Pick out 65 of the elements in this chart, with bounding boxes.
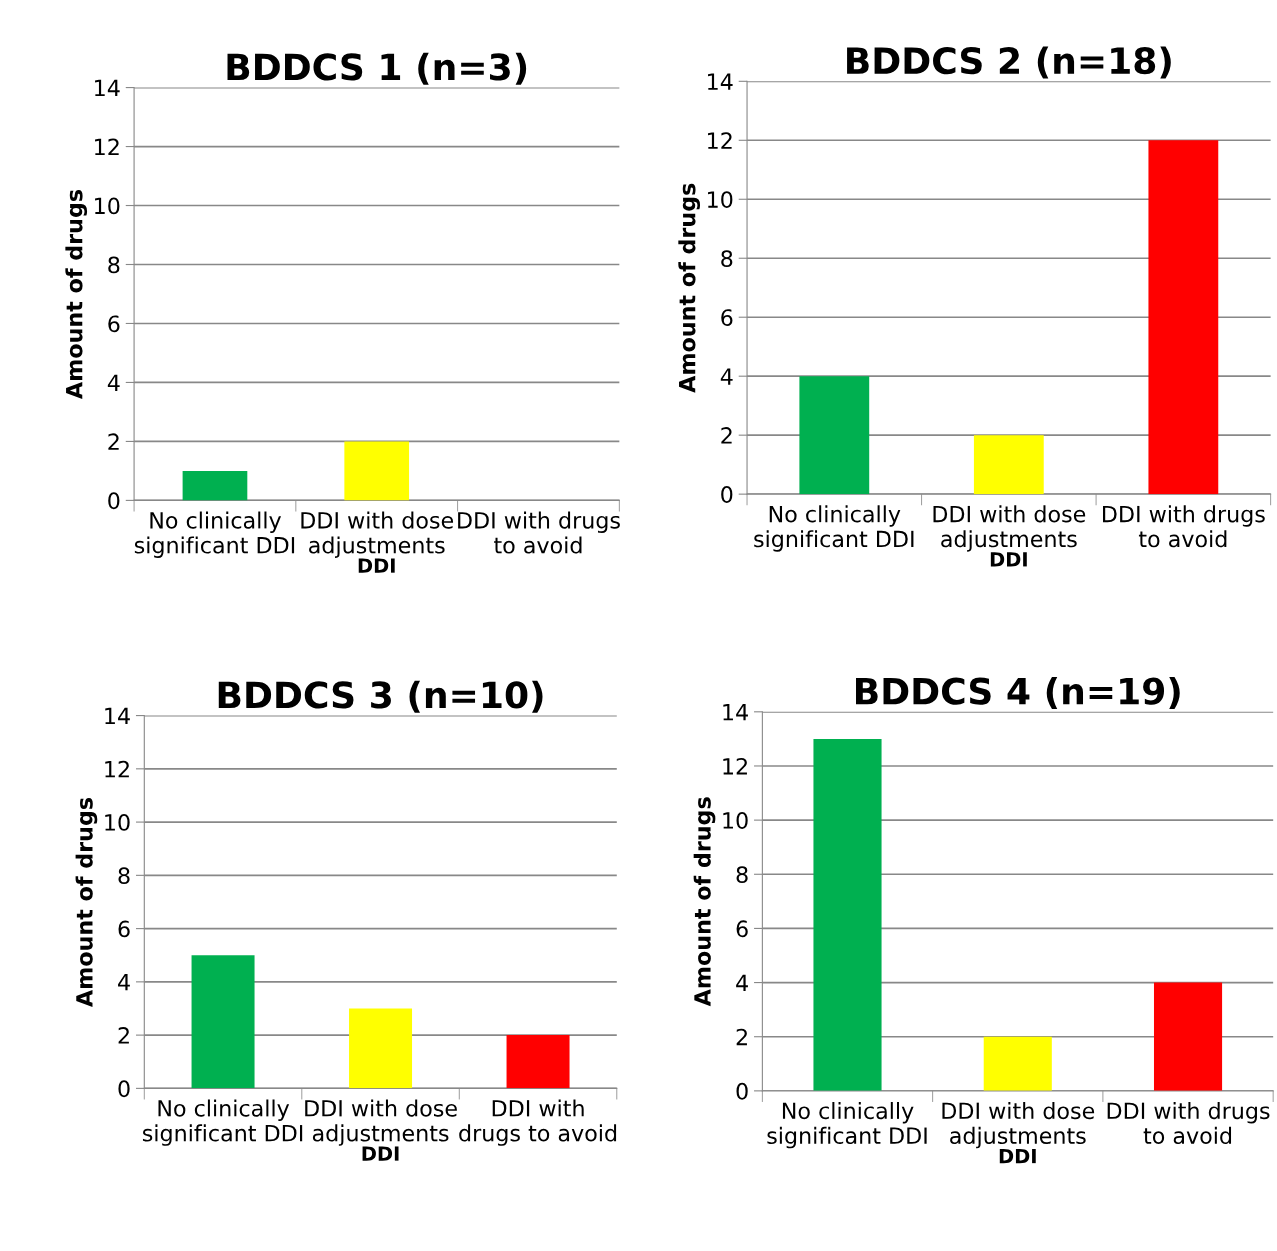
- bar: [1148, 140, 1219, 495]
- bar: [813, 738, 882, 1091]
- x-axis-title: DDI: [358, 558, 395, 573]
- y-tick-label: 6: [108, 315, 120, 333]
- bar: [973, 435, 1044, 495]
- x-axis-title: DDI: [999, 1148, 1036, 1164]
- y-tick-label: 0: [108, 492, 120, 510]
- x-tick-label: No clinically significant DDI: [754, 505, 914, 552]
- y-tick-label: 10: [708, 191, 733, 209]
- chart-title: BDDCS 4 (n=19): [856, 676, 1180, 710]
- bar: [191, 955, 255, 1089]
- x-tick-label: DDI with drugs to avoid: [1103, 505, 1265, 548]
- y-axis-title: Amount of drugs: [75, 797, 98, 1007]
- y-tick-label: 14: [723, 704, 748, 721]
- y-tick-label: 12: [708, 132, 732, 149]
- y-tick-label: 8: [108, 256, 120, 274]
- x-tick-label: No clinically significant DDI: [134, 511, 295, 558]
- y-axis-title: Amount of drugs: [678, 183, 701, 393]
- chart-title: BDDCS 2 (n=18): [847, 46, 1171, 79]
- x-tick-label: No clinically significant DDI: [767, 1101, 927, 1149]
- y-tick-label: 0: [721, 486, 733, 503]
- y-tick-label: 4: [107, 374, 120, 391]
- y-tick-label: 4: [736, 974, 748, 992]
- y-tick-label: 8: [736, 866, 748, 884]
- y-tick-label: 6: [736, 920, 748, 938]
- chart-title: BDDCS 1 (n=3): [227, 52, 527, 85]
- y-tick-label: 10: [723, 812, 748, 829]
- y-axis-title: Amount of drugs: [65, 189, 88, 399]
- x-tick-label: DDI with drugs to avoid: [459, 1099, 617, 1146]
- chart-title: BDDCS 3 (n=10): [218, 680, 543, 713]
- bar: [349, 1008, 413, 1089]
- y-tick-label: 8: [118, 867, 130, 885]
- y-tick-label: 0: [118, 1080, 130, 1098]
- y-tick-label: 14: [95, 79, 120, 97]
- x-tick-label: DDI with dose adjustments: [305, 1099, 457, 1146]
- y-tick-label: 14: [708, 73, 733, 90]
- y-tick-label: 2: [736, 1028, 747, 1046]
- y-tick-label: 2: [721, 427, 732, 444]
- x-tick-label: DDI with drugs to avoid: [1107, 1101, 1270, 1145]
- y-tick-label: 12: [105, 760, 129, 778]
- bar: [1153, 982, 1223, 1091]
- y-tick-label: 2: [118, 1027, 129, 1044]
- y-axis-title: Amount of drugs: [693, 797, 716, 1007]
- x-tick-label: No clinically significant DDI: [142, 1099, 303, 1146]
- x-axis-title: DDI: [362, 1146, 399, 1161]
- y-tick-label: 10: [95, 197, 120, 215]
- x-tick-label: DDI with drugs to avoid: [458, 511, 620, 554]
- x-tick-label: DDI with dose adjustments: [933, 505, 1086, 552]
- bar: [506, 1035, 570, 1089]
- y-tick-label: 2: [108, 433, 119, 450]
- y-tick-label: 0: [736, 1082, 748, 1100]
- y-tick-label: 6: [721, 309, 733, 326]
- x-tick-label: DDI with dose adjustments: [301, 511, 454, 558]
- y-tick-label: 8: [721, 250, 733, 267]
- bar: [983, 1036, 1052, 1091]
- y-tick-label: 4: [118, 974, 130, 991]
- x-axis-title: DDI: [990, 552, 1027, 567]
- y-tick-label: 12: [723, 757, 747, 775]
- y-tick-label: 4: [720, 368, 733, 385]
- y-tick-label: 10: [105, 814, 130, 831]
- y-tick-label: 14: [105, 707, 130, 725]
- x-tick-label: DDI with dose adjustments: [942, 1101, 1095, 1149]
- bar: [799, 376, 870, 495]
- y-tick-label: 6: [118, 920, 130, 938]
- y-tick-label: 12: [95, 138, 119, 155]
